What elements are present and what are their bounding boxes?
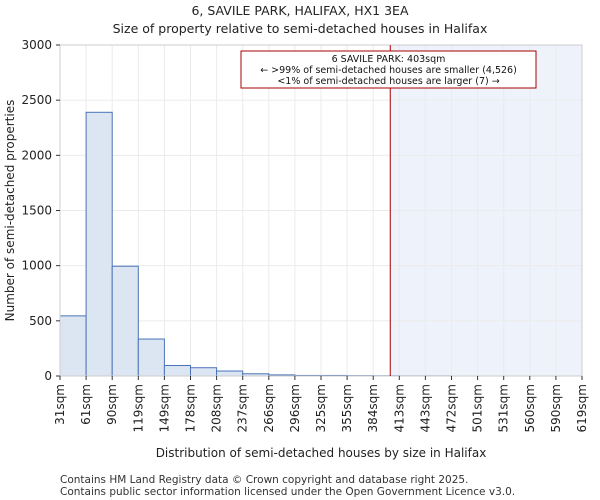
x-axis-label: Distribution of semi-detached houses by …: [156, 446, 487, 460]
x-tick-label: 237sqm: [236, 384, 250, 432]
footer-line-1: Contains HM Land Registry data © Crown c…: [60, 474, 469, 486]
x-tick-label: 501sqm: [471, 384, 485, 432]
y-tick-label: 1500: [21, 204, 52, 218]
histogram-bar: [163, 365, 191, 377]
x-tick-label: 266sqm: [262, 384, 276, 432]
x-tick-label: 413sqm: [392, 384, 406, 432]
y-tick-label: 1000: [21, 259, 52, 273]
x-tick-label: 61sqm: [79, 384, 93, 425]
x-tick-label: 443sqm: [418, 384, 432, 432]
x-tick-label: 531sqm: [497, 384, 511, 432]
x-tick-label: 178sqm: [184, 384, 198, 432]
chart-subtitle: Size of property relative to semi-detach…: [112, 21, 488, 36]
x-tick-label: 149sqm: [157, 384, 171, 432]
y-tick-label: 2500: [21, 93, 52, 107]
histogram-bar: [137, 338, 165, 377]
annotation-line: ← >99% of semi-detached houses are small…: [260, 65, 517, 76]
annotation-line: <1% of semi-detached houses are larger (…: [277, 76, 499, 87]
histogram-bar: [216, 370, 244, 377]
x-tick-label: 560sqm: [523, 384, 537, 432]
x-tick-label: 119sqm: [131, 384, 145, 432]
x-tick-label: 208sqm: [210, 384, 224, 432]
y-tick-label: 500: [29, 314, 52, 328]
y-tick-label: 0: [44, 369, 52, 383]
footer-line-2: Contains public sector information licen…: [60, 486, 516, 498]
x-tick-label: 472sqm: [445, 384, 459, 432]
chart-title: 6, SAVILE PARK, HALIFAX, HX1 3EA: [191, 3, 409, 18]
x-tick-label: 90sqm: [105, 384, 119, 425]
y-tick-label: 3000: [21, 38, 52, 52]
histogram-bar: [85, 111, 113, 377]
x-tick-label: 619sqm: [575, 384, 589, 432]
histogram-bar: [59, 315, 87, 377]
annotation-line: 6 SAVILE PARK: 403sqm: [332, 54, 446, 65]
x-tick-label: 325sqm: [314, 384, 328, 432]
x-tick-label: 355sqm: [340, 384, 354, 432]
x-tick-label: 590sqm: [549, 384, 563, 432]
y-tick-label: 2000: [21, 148, 52, 162]
y-axis-label: Number of semi-detached properties: [3, 100, 17, 322]
x-tick-label: 296sqm: [288, 384, 302, 432]
annotation-box: [240, 50, 537, 89]
x-tick-label: 384sqm: [366, 384, 380, 432]
x-tick-label: 31sqm: [53, 384, 67, 425]
histogram-bar: [190, 367, 218, 377]
histogram-bar: [111, 265, 139, 377]
